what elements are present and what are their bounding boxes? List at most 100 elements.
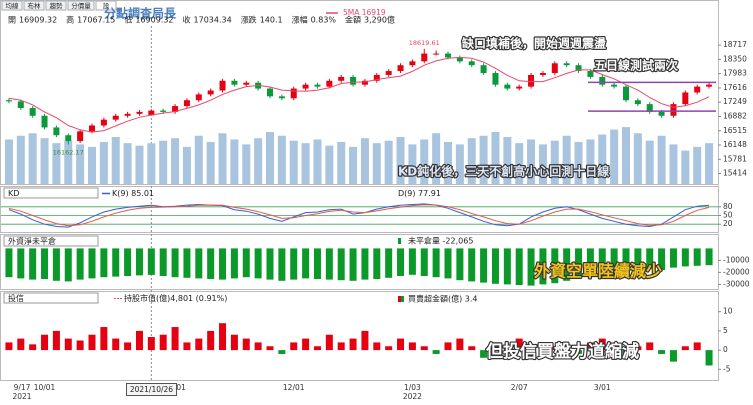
y-tick-label: 0 [723,345,728,354]
candle-body [41,115,48,128]
bar [420,346,428,351]
tab-label[interactable]: 趨勢 [50,1,64,10]
candle-body [65,135,72,142]
candle-body [587,71,594,77]
candle-body [302,84,309,89]
trust-title: 投信 [8,293,24,303]
tab-label[interactable]: 設 [103,1,110,10]
candle-body [195,94,202,101]
candle-body [361,80,368,85]
bar [480,248,488,283]
candle-body [539,73,546,75]
bar [408,248,416,275]
volume-bar [610,129,619,184]
quote-label: 低 [124,15,132,25]
y-tick-label: 15414 [723,169,747,178]
candle-body [658,111,665,116]
bar [610,248,618,270]
quote-label: 收 [183,15,191,25]
quote-value: 3,290億 [364,15,395,25]
bar [325,248,333,280]
bar [456,338,464,351]
quote-label: 金額 [345,15,361,25]
legend-swatch [401,296,404,302]
volume-bar [669,144,678,184]
bar [183,342,191,351]
bar [705,248,713,266]
bar [349,338,357,351]
crosshair-label: 2021/10/26 [125,383,178,396]
plot-layer: 15414 15781 16148 16515 16882 17249 17616 17983… [1,26,750,380]
volume-bar [384,140,393,184]
legend-label: 未平倉量 -22,065 [408,236,473,246]
volume-bar [693,146,702,184]
bar [313,346,321,351]
volume-bar [420,139,429,184]
indicator-select[interactable] [3,235,99,247]
bar [515,248,523,285]
indicator-select[interactable] [3,187,99,199]
bar [76,340,84,351]
bar [159,248,167,276]
bar [88,334,96,351]
kd-line [8,204,710,227]
bar [337,342,345,351]
bar [551,346,559,351]
y-tick-label: 18717 [723,40,747,49]
candle-body [421,53,428,62]
volume-bar [230,139,239,184]
bar [563,348,571,351]
trust-subtitle: 持股市值(億)4,801 (0.91%) [124,293,227,303]
volume-bar [538,144,547,184]
volume-bar [266,132,274,184]
bar [124,248,132,276]
candle-body [29,108,36,116]
bar [135,248,143,276]
volume-bar [337,141,346,184]
volume-bar [586,139,595,184]
bar [302,338,310,351]
bar [503,248,511,285]
tab-label[interactable]: 布林 [28,1,42,10]
bar [598,248,606,273]
bar [112,248,120,277]
volume-bar [325,145,334,184]
bar [586,342,594,351]
y-tick-label: 17983 [723,69,747,78]
candle-body [53,127,60,136]
bar [586,248,594,275]
tab-label[interactable]: 均線 [6,1,20,10]
volume-bar [301,143,310,184]
tab[interactable] [95,0,117,11]
quote-value: 140.1 [260,16,283,25]
volume-bar [349,146,358,184]
indicator-select[interactable] [3,292,99,304]
bar [337,248,345,281]
x-tick-label: 2/07 [510,383,528,392]
candle-body [77,131,84,142]
ma-line [8,56,710,133]
volume-bar [550,140,559,184]
candle-body [694,86,701,93]
bar [52,248,60,281]
legend-swatch [398,238,401,244]
tab[interactable] [67,0,95,11]
bar [88,248,96,279]
y-tick-label: 20 [723,219,733,228]
legend-label: 買賣超金額(億) 3.4 [408,294,478,304]
candle-body [670,104,677,116]
annotation: 但投信買盤力道縮減 [486,341,639,362]
bar [195,338,203,351]
y-tick-label: -30000 [723,279,750,288]
bar [539,342,547,351]
tab-label[interactable]: 分價量 [71,1,91,10]
volume-bar [598,134,607,184]
tab[interactable] [23,0,45,11]
tab[interactable] [1,0,23,11]
bar [539,248,547,285]
candle-body [89,125,95,132]
kd-title: KD [8,189,19,198]
volume-bar [159,140,168,184]
tab[interactable] [45,0,67,11]
bar [658,350,666,354]
